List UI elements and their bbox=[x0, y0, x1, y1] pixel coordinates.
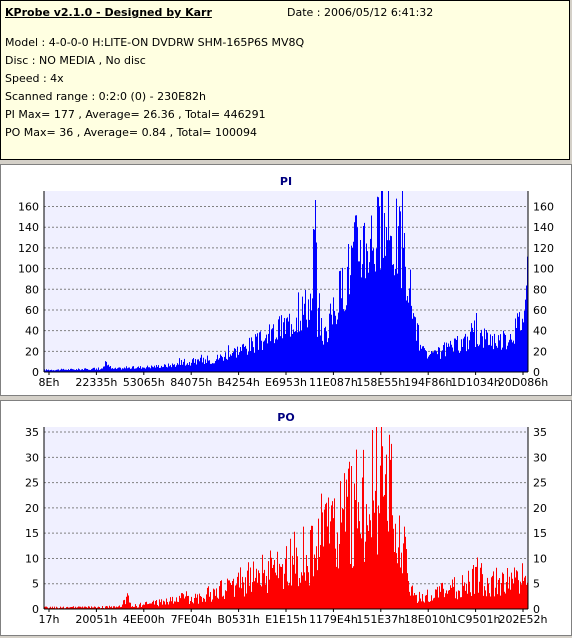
y-tick-label-right: 120 bbox=[533, 242, 554, 255]
x-tick-label: 158E55h bbox=[356, 376, 405, 389]
y-tick-label-left: 120 bbox=[18, 242, 39, 255]
app-title: KProbe v2.1.0 - Designed by Karr bbox=[5, 6, 212, 19]
x-tick-label: 7FE04h bbox=[171, 613, 212, 626]
y-tick-label-left: 15 bbox=[25, 527, 39, 540]
x-tick-label: E1E15h bbox=[265, 613, 307, 626]
y-tick-label-right: 20 bbox=[533, 345, 547, 358]
x-tick-label: 22335h bbox=[75, 376, 117, 389]
x-tick-label: 20D086h bbox=[498, 376, 548, 389]
x-tick-label: 194F86h bbox=[404, 376, 452, 389]
y-tick-label-left: 30 bbox=[25, 451, 39, 464]
x-tick-label: 4EE00h bbox=[123, 613, 165, 626]
y-tick-label-right: 160 bbox=[533, 201, 554, 214]
po-chart-panel: PO 0 0 5 5 10 10 15 15 20 20 25 25 30 30 35 35 17h 20051h 4… bbox=[0, 400, 572, 636]
y-tick-label-left: 25 bbox=[25, 477, 39, 490]
y-tick-label-right: 40 bbox=[533, 325, 547, 338]
y-tick-label-right: 0 bbox=[533, 603, 540, 616]
y-tick-label-left: 20 bbox=[25, 502, 39, 515]
pi-chart: PI 0 0 20 20 40 40 60 60 80 80 100 100 120 120 140 140 16… bbox=[18, 175, 554, 389]
y-tick-label-left: 35 bbox=[25, 426, 39, 439]
pi-chart-panel: PI 0 0 20 20 40 40 60 60 80 80 100 100 120 120 140 140 16… bbox=[0, 164, 572, 396]
y-tick-label-left: 100 bbox=[18, 263, 39, 276]
y-tick-label-right: 5 bbox=[533, 578, 540, 591]
y-tick-label-right: 60 bbox=[533, 304, 547, 317]
y-tick-label-right: 10 bbox=[533, 552, 547, 565]
speed-line: Speed : 4x bbox=[5, 72, 64, 85]
po-stats-line: PO Max= 36 , Average= 0.84 , Total= 1000… bbox=[5, 126, 257, 139]
chart-title: PI bbox=[280, 175, 292, 188]
x-tick-label: 84075h bbox=[170, 376, 212, 389]
scan-date: Date : 2006/05/12 6:41:32 bbox=[287, 6, 434, 19]
y-tick-label-right: 25 bbox=[533, 477, 547, 490]
y-tick-label-right: 0 bbox=[533, 366, 540, 379]
x-tick-label: 11E087h bbox=[309, 376, 358, 389]
y-tick-label-left: 40 bbox=[25, 325, 39, 338]
y-tick-label-right: 30 bbox=[533, 451, 547, 464]
y-tick-label-left: 60 bbox=[25, 304, 39, 317]
x-tick-label: 1C9501h bbox=[451, 613, 501, 626]
y-tick-label-right: 35 bbox=[533, 426, 547, 439]
scanned-range-line: Scanned range : 0:2:0 (0) - 230E82h bbox=[5, 90, 207, 103]
x-tick-label: 18E010h bbox=[404, 613, 453, 626]
po-chart: PO 0 0 5 5 10 10 15 15 20 20 25 25 30 30 35 35 17h 20051h 4… bbox=[25, 411, 548, 626]
y-tick-label-left: 10 bbox=[25, 552, 39, 565]
info-panel: KProbe v2.1.0 - Designed by Karr Date : … bbox=[0, 0, 570, 160]
y-tick-label-right: 15 bbox=[533, 527, 547, 540]
x-tick-label: 17h bbox=[39, 613, 60, 626]
x-tick-label: 1179E4h bbox=[309, 613, 358, 626]
y-tick-label-right: 20 bbox=[533, 502, 547, 515]
y-tick-label-right: 140 bbox=[533, 221, 554, 234]
y-tick-label-left: 5 bbox=[32, 578, 39, 591]
y-tick-label-left: 20 bbox=[25, 345, 39, 358]
x-tick-label: 1D1034h bbox=[450, 376, 500, 389]
chart-title: PO bbox=[277, 411, 294, 424]
y-tick-label-left: 80 bbox=[25, 283, 39, 296]
y-tick-label-left: 160 bbox=[18, 201, 39, 214]
x-tick-label: 202E52h bbox=[499, 613, 548, 626]
x-tick-label: B4254h bbox=[217, 376, 260, 389]
x-tick-label: 20051h bbox=[75, 613, 117, 626]
x-tick-label: 8Eh bbox=[39, 376, 60, 389]
x-tick-label: 151E37h bbox=[356, 613, 405, 626]
y-tick-label-left: 0 bbox=[32, 603, 39, 616]
x-tick-label: 53065h bbox=[123, 376, 165, 389]
y-tick-label-right: 80 bbox=[533, 283, 547, 296]
y-tick-label-left: 0 bbox=[32, 366, 39, 379]
pi-stats-line: PI Max= 177 , Average= 26.36 , Total= 44… bbox=[5, 108, 266, 121]
y-tick-label-right: 100 bbox=[533, 263, 554, 276]
x-tick-label: E6953h bbox=[265, 376, 307, 389]
disc-line: Disc : NO MEDIA , No disc bbox=[5, 54, 146, 67]
model-line: Model : 4-0-0-0 H:LITE-ON DVDRW SHM-165P… bbox=[5, 36, 305, 49]
y-tick-label-left: 140 bbox=[18, 221, 39, 234]
x-tick-label: B0531h bbox=[217, 613, 260, 626]
